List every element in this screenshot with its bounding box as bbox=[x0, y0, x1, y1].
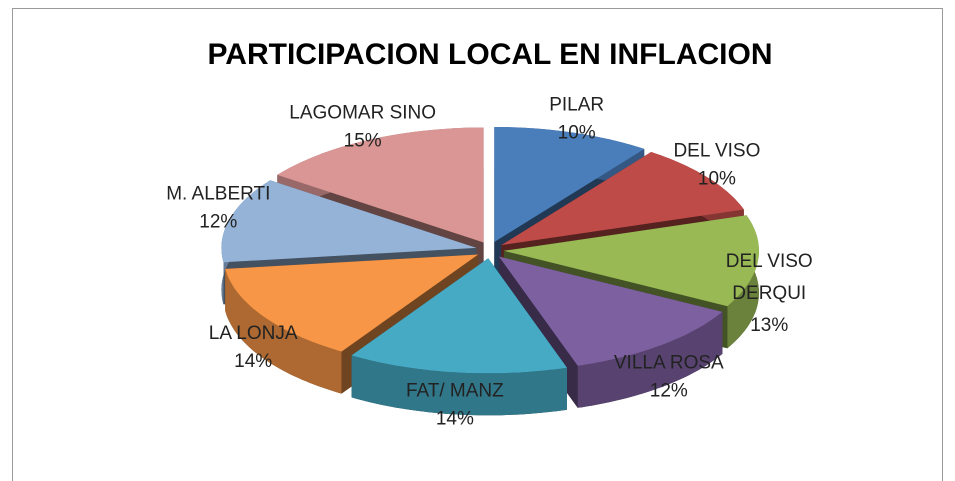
value-label: 10% bbox=[698, 169, 736, 190]
category-label: LA LONJA bbox=[209, 323, 298, 344]
category-label: FAT/ MANZ bbox=[406, 381, 504, 402]
slice-side bbox=[577, 311, 723, 408]
category-label: VILLA ROSA bbox=[614, 352, 724, 373]
slice bbox=[494, 127, 645, 242]
slice-label: LA LONJA bbox=[209, 323, 298, 344]
category-label-line: DERQUI bbox=[732, 283, 806, 304]
slice-label: LAGOMAR SINO bbox=[289, 102, 436, 123]
slice-side bbox=[225, 268, 342, 394]
value-label: 12% bbox=[650, 380, 688, 401]
value-label: 14% bbox=[234, 351, 272, 372]
slice bbox=[221, 180, 477, 263]
value-label: 14% bbox=[436, 409, 474, 430]
slice bbox=[351, 258, 567, 374]
slice bbox=[225, 254, 479, 352]
category-label: DEL VISO bbox=[673, 141, 760, 162]
slice-label: DEL VISO DERQUI bbox=[726, 251, 813, 304]
slice bbox=[503, 215, 759, 307]
value-label: 13% bbox=[750, 315, 788, 336]
slice-label: M. ALBERTI bbox=[166, 184, 270, 205]
category-label: M. ALBERTI bbox=[166, 184, 270, 205]
value-label: 12% bbox=[199, 212, 237, 233]
value-label: 15% bbox=[344, 130, 382, 151]
chart-title: PARTICIPACION LOCAL EN INFLACION bbox=[208, 38, 773, 71]
value-label: 10% bbox=[558, 123, 596, 144]
slice-label: DEL VISO bbox=[673, 141, 760, 162]
category-label-line: DEL VISO bbox=[726, 251, 813, 272]
slice-label: VILLA ROSA bbox=[614, 352, 724, 373]
slice bbox=[277, 127, 484, 243]
category-label: PILAR bbox=[549, 95, 604, 116]
slice-side bbox=[351, 355, 567, 416]
slice-label: PILAR bbox=[549, 95, 604, 116]
slice-label: FAT/ MANZ bbox=[406, 381, 504, 402]
category-label: LAGOMAR SINO bbox=[289, 102, 436, 123]
slice bbox=[501, 152, 744, 246]
slice-group bbox=[351, 258, 567, 416]
slice bbox=[498, 256, 723, 366]
